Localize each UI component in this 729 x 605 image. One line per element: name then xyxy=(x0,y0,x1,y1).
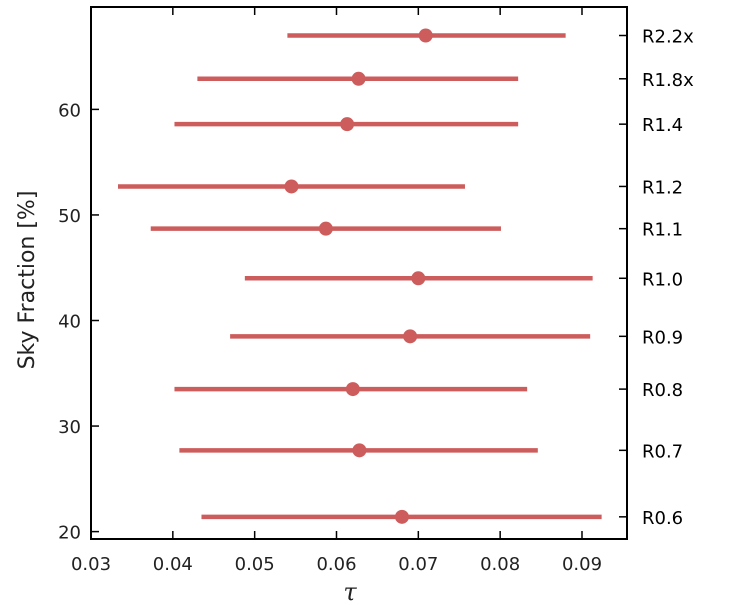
right-tick-label: R1.4 xyxy=(642,115,683,136)
data-point-r1-8x xyxy=(351,71,366,86)
x-tick-label: 0.07 xyxy=(398,554,438,575)
x-tick-label: 0.05 xyxy=(235,554,275,575)
right-tick-label: R1.8x xyxy=(642,70,694,91)
right-tick-label: R1.1 xyxy=(642,220,683,241)
right-tick-label: R1.2 xyxy=(642,177,683,198)
x-tick-label: 0.06 xyxy=(316,554,356,575)
data-point-r0-6 xyxy=(394,509,409,524)
x-tick-label: 0.08 xyxy=(480,554,520,575)
data-point-r1-2 xyxy=(284,179,299,194)
data-point-r0-7 xyxy=(352,443,367,458)
x-tick-label: 0.03 xyxy=(71,554,111,575)
data-point-r1-4 xyxy=(340,117,355,132)
x-tick-label: 0.09 xyxy=(562,554,602,575)
marks-layer xyxy=(118,28,602,524)
ticks-layer xyxy=(90,7,627,539)
y-tick-label: 20 xyxy=(58,523,81,544)
right-tick-label: R2.2x xyxy=(642,27,694,48)
data-point-r0-8 xyxy=(345,382,360,397)
y-tick-label: 40 xyxy=(58,312,81,333)
right-tick-label: R1.0 xyxy=(642,269,683,290)
plot-frame xyxy=(90,6,628,540)
labels-layer: 0.03 0.04 0.05 0.06 0.07 0.08 0.09 20 30 40 50 60 R2… xyxy=(58,27,694,576)
y-tick-label: 30 xyxy=(58,417,81,438)
right-tick-label: R0.6 xyxy=(642,508,683,529)
right-tick-label: R0.9 xyxy=(642,327,683,348)
y-axis-title: Sky Fraction [%] xyxy=(15,191,40,370)
data-point-r2-2x xyxy=(418,28,433,43)
y-tick-label: 60 xyxy=(58,100,81,121)
data-point-r1-0 xyxy=(411,271,426,286)
x-axis-title: τ xyxy=(343,578,357,605)
y-tick-label: 50 xyxy=(58,206,81,227)
right-tick-label: R0.8 xyxy=(642,380,683,401)
data-point-r0-9 xyxy=(403,329,418,344)
right-tick-label: R0.7 xyxy=(642,441,683,462)
data-point-r1-1 xyxy=(318,221,333,236)
x-tick-label: 0.04 xyxy=(153,554,193,575)
